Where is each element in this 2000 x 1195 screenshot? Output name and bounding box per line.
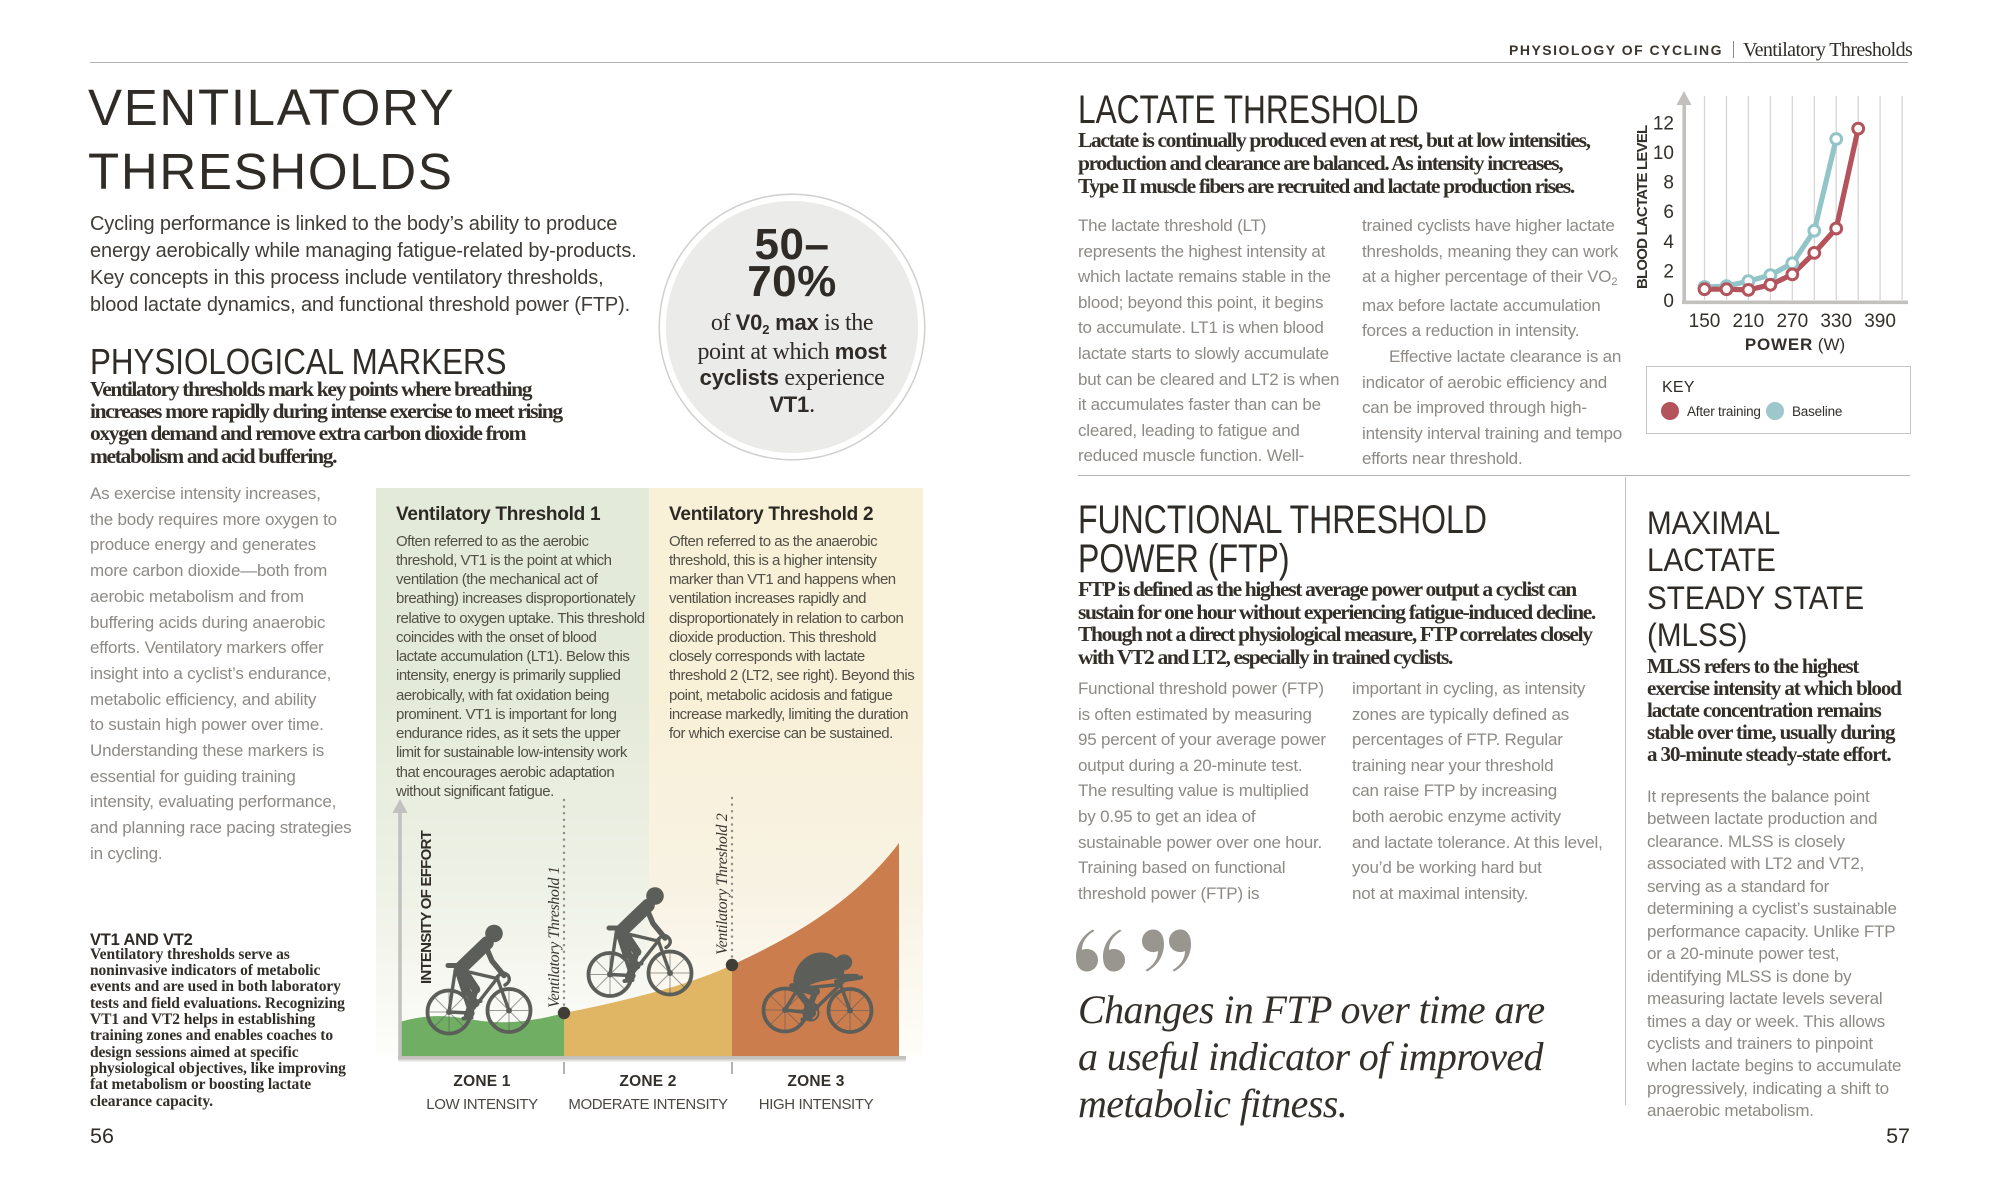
svg-text:ZONE 3: ZONE 3 xyxy=(787,1073,844,1090)
svg-text:MODERATE INTENSITY: MODERATE INTENSITY xyxy=(568,1096,728,1113)
svg-text:HIGH INTENSITY: HIGH INTENSITY xyxy=(759,1096,874,1113)
svg-text:330: 330 xyxy=(1820,311,1852,332)
svg-text:Ventilatory Threshold 1: Ventilatory Threshold 1 xyxy=(546,867,563,1008)
svg-text:Ventilatory Threshold 2: Ventilatory Threshold 2 xyxy=(714,813,731,955)
svg-text:BLOOD LACTATE LEVEL: BLOOD LACTATE LEVEL xyxy=(1634,125,1651,289)
svg-text:210: 210 xyxy=(1733,311,1765,332)
svg-text:ZONE 2: ZONE 2 xyxy=(619,1073,676,1090)
svg-text:0: 0 xyxy=(1663,291,1674,312)
svg-text:6: 6 xyxy=(1663,202,1674,223)
svg-text:2: 2 xyxy=(1663,261,1674,282)
svg-text:LOW INTENSITY: LOW INTENSITY xyxy=(426,1096,538,1113)
svg-text:270: 270 xyxy=(1776,311,1808,332)
svg-text:INTENSITY OF EFFORT: INTENSITY OF EFFORT xyxy=(418,830,435,984)
svg-text:4: 4 xyxy=(1663,232,1674,253)
svg-text:10: 10 xyxy=(1653,143,1674,164)
svg-text:8: 8 xyxy=(1663,173,1674,194)
svg-text:POWER (W): POWER (W) xyxy=(1745,335,1845,354)
svg-text:390: 390 xyxy=(1864,311,1896,332)
svg-text:150: 150 xyxy=(1689,311,1721,332)
svg-text:12: 12 xyxy=(1653,113,1674,134)
svg-text:ZONE 1: ZONE 1 xyxy=(453,1073,510,1090)
